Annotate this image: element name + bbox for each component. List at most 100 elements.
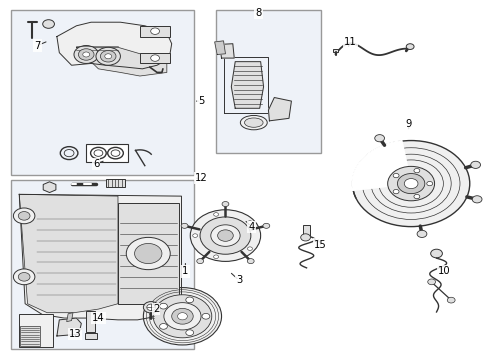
Circle shape — [214, 255, 219, 258]
Circle shape — [181, 223, 188, 228]
Circle shape — [263, 223, 270, 228]
Polygon shape — [269, 98, 292, 121]
Text: 2: 2 — [153, 304, 159, 314]
Circle shape — [301, 234, 311, 241]
Circle shape — [393, 174, 399, 178]
Circle shape — [200, 217, 251, 254]
Ellipse shape — [245, 118, 263, 127]
Circle shape — [352, 140, 470, 226]
Text: 1: 1 — [182, 266, 189, 276]
Circle shape — [404, 179, 418, 189]
Bar — [140, 53, 170, 63]
Circle shape — [135, 243, 162, 264]
Text: 9: 9 — [406, 120, 412, 129]
Text: 6: 6 — [93, 159, 99, 169]
Circle shape — [186, 297, 194, 303]
Circle shape — [18, 273, 30, 281]
Circle shape — [222, 202, 229, 207]
Text: 11: 11 — [343, 37, 356, 47]
Polygon shape — [76, 47, 167, 76]
Text: 8: 8 — [256, 8, 262, 18]
Bar — [86, 311, 95, 332]
Bar — [118, 203, 179, 304]
Circle shape — [393, 189, 399, 194]
Circle shape — [472, 196, 482, 203]
Polygon shape — [43, 182, 56, 193]
Circle shape — [160, 303, 168, 309]
Circle shape — [13, 208, 35, 224]
Bar — [333, 49, 338, 52]
Circle shape — [247, 221, 252, 224]
Ellipse shape — [241, 116, 267, 130]
Circle shape — [193, 234, 197, 237]
Circle shape — [43, 20, 54, 28]
Circle shape — [447, 297, 455, 303]
Polygon shape — [220, 44, 234, 58]
Circle shape — [151, 55, 159, 61]
Circle shape — [247, 247, 252, 251]
Bar — [19, 315, 53, 347]
Circle shape — [406, 44, 414, 49]
Circle shape — [190, 210, 261, 261]
Polygon shape — [352, 141, 411, 190]
Bar — [20, 326, 40, 346]
Circle shape — [471, 161, 481, 168]
Circle shape — [202, 314, 210, 319]
Polygon shape — [57, 22, 172, 69]
Circle shape — [414, 168, 420, 173]
Circle shape — [126, 237, 170, 270]
Circle shape — [428, 279, 436, 285]
Bar — [11, 180, 194, 348]
Circle shape — [78, 49, 94, 60]
Circle shape — [397, 174, 425, 194]
Circle shape — [427, 181, 433, 186]
Circle shape — [153, 295, 212, 338]
Circle shape — [164, 303, 201, 330]
Polygon shape — [231, 62, 264, 108]
Circle shape — [100, 50, 116, 62]
Bar — [140, 26, 170, 37]
Text: 4: 4 — [248, 222, 254, 231]
Bar — [85, 333, 97, 338]
Text: 7: 7 — [34, 41, 41, 50]
Circle shape — [160, 324, 168, 329]
Polygon shape — [19, 194, 181, 320]
Polygon shape — [215, 41, 225, 54]
Circle shape — [417, 230, 427, 238]
Circle shape — [375, 135, 385, 142]
Circle shape — [186, 330, 194, 336]
Text: 15: 15 — [315, 239, 327, 249]
Circle shape — [144, 302, 159, 313]
Bar — [11, 10, 194, 175]
Text: 10: 10 — [438, 266, 451, 276]
Circle shape — [83, 52, 90, 57]
Circle shape — [431, 249, 442, 258]
Circle shape — [151, 28, 159, 35]
Circle shape — [18, 212, 30, 220]
Circle shape — [13, 269, 35, 285]
Polygon shape — [19, 194, 118, 313]
Circle shape — [414, 194, 420, 199]
Circle shape — [105, 54, 112, 59]
Circle shape — [74, 45, 98, 63]
Circle shape — [218, 230, 233, 241]
Bar — [303, 225, 311, 235]
Text: 12: 12 — [195, 173, 207, 183]
Bar — [106, 179, 125, 187]
Circle shape — [96, 47, 121, 65]
Circle shape — [197, 258, 204, 264]
Polygon shape — [67, 313, 73, 321]
Circle shape — [147, 304, 156, 311]
Circle shape — [211, 225, 240, 246]
Circle shape — [214, 213, 219, 216]
Bar — [216, 10, 321, 153]
Circle shape — [247, 258, 254, 264]
Circle shape — [172, 309, 193, 324]
Text: 14: 14 — [92, 313, 105, 323]
Circle shape — [177, 313, 187, 320]
Bar — [86, 144, 128, 162]
Circle shape — [144, 288, 221, 345]
Circle shape — [388, 166, 435, 201]
Polygon shape — [57, 318, 81, 336]
Text: 13: 13 — [69, 329, 81, 339]
